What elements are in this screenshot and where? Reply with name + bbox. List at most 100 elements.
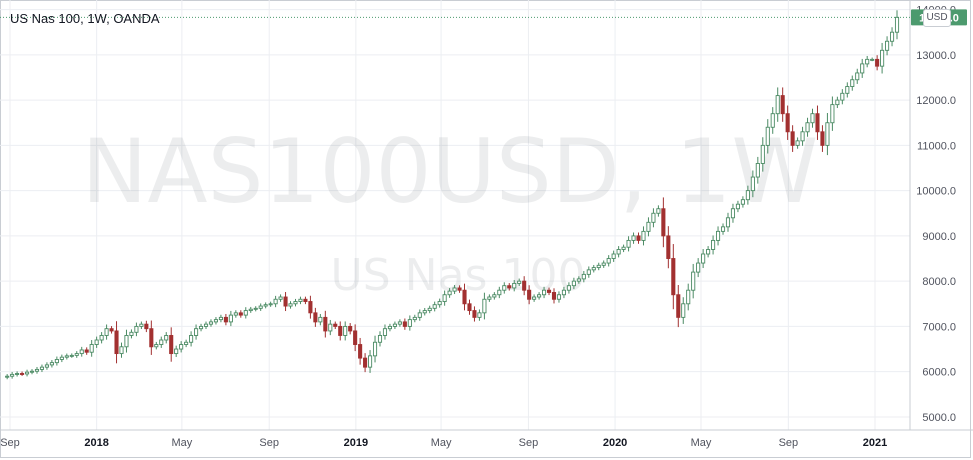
candle-body [213, 319, 219, 323]
candle-body [825, 122, 830, 146]
candle-body [417, 312, 422, 318]
candle-body [492, 294, 497, 298]
candle-body [427, 307, 432, 312]
candle-body [522, 280, 527, 291]
candle-body [596, 264, 601, 269]
candle-body [343, 325, 348, 336]
candle-body [149, 328, 154, 348]
candle-body [402, 321, 407, 327]
price-tick-label: 9000.0 [922, 231, 956, 243]
candle-body [830, 104, 835, 124]
candle-body [278, 296, 283, 300]
candle-body [10, 373, 15, 377]
candle-body [129, 331, 134, 336]
candle-body [353, 330, 358, 345]
candle-body [661, 208, 666, 237]
candle-body [611, 253, 616, 259]
candle-body [174, 348, 179, 355]
watermark-name: US Nas 100 [331, 250, 586, 301]
candle-body [198, 325, 204, 330]
time-tick-label: May [691, 437, 712, 449]
candle-body [532, 296, 537, 300]
candle-body [666, 235, 671, 259]
candle-body [20, 373, 25, 375]
candle-body [686, 289, 691, 305]
candle-body [512, 282, 517, 289]
candle-body [472, 310, 477, 318]
candle-body [581, 273, 586, 280]
candle-body [79, 349, 84, 355]
candle-body [576, 278, 581, 282]
candle-body [248, 308, 253, 312]
candle-body [189, 335, 194, 343]
candle-body [34, 368, 40, 372]
candle-body [497, 289, 502, 296]
candle-body [850, 79, 855, 87]
candle-body [745, 190, 750, 201]
candle-body [855, 72, 860, 81]
candle-body [815, 113, 820, 133]
candle-body [447, 290, 452, 296]
watermark-symbol: NAS100USD, 1W [82, 120, 819, 223]
candle-body [218, 316, 223, 321]
candle-body [179, 344, 184, 350]
candle-body [243, 310, 248, 316]
time-tick-label: Sep [0, 437, 20, 449]
candle-body [203, 323, 209, 327]
candle-body [626, 239, 631, 248]
candle-body [457, 287, 462, 291]
candle-body [318, 316, 323, 323]
candle-body [298, 298, 303, 302]
candle-body [765, 126, 770, 146]
candle-body [502, 285, 507, 291]
candle-body [194, 328, 199, 336]
candle-body [94, 339, 99, 345]
candle-body [835, 99, 840, 106]
candle-body [99, 335, 104, 341]
time-tick-label: May [171, 437, 192, 449]
candle-body [15, 373, 20, 375]
price-axis[interactable]: 5000.0 6000.0 7000.0 8000.0 9000.0 10000.0 110… [916, 5, 956, 424]
candle-body [169, 335, 174, 355]
candle-body [397, 321, 402, 325]
candle-body [616, 249, 621, 255]
candle-body [740, 199, 745, 205]
candle-body [601, 262, 606, 266]
candle-body [144, 323, 149, 330]
candle-body [606, 258, 611, 264]
candle-body [208, 321, 214, 325]
chart-title: US Nas 100, 1W, OANDA [10, 11, 160, 26]
currency-button[interactable]: USD [923, 9, 951, 27]
candle-body [442, 294, 447, 302]
candle-body [358, 344, 363, 359]
candle-body [238, 312, 243, 316]
candle-body [730, 208, 736, 219]
candle-body [591, 267, 596, 271]
candle-body [338, 325, 343, 336]
candle-body [288, 303, 293, 307]
candle-body [382, 328, 388, 336]
candle-body [412, 316, 417, 321]
candle-body [184, 341, 189, 345]
candle-body [74, 353, 79, 356]
candle-body [89, 344, 94, 353]
price-tick-label: 10000.0 [916, 186, 956, 198]
candle-body [656, 208, 661, 214]
candle-body [54, 359, 59, 364]
price-tick-label: 11000.0 [917, 140, 956, 152]
candle-body [820, 131, 825, 146]
candle-body [725, 217, 731, 228]
candle-body [860, 63, 865, 74]
candle-body [696, 262, 701, 273]
time-axis[interactable]: Sep 2018 May Sep 2019 May Sep 2020 May Sep 2021 [0, 437, 887, 449]
candle-body [870, 58, 875, 61]
price-tick-label: 12000.0 [916, 95, 956, 107]
candle-body [546, 289, 552, 293]
candle-body [467, 303, 472, 312]
candle-body [775, 95, 780, 115]
candle-body [556, 294, 562, 300]
candle-body [283, 296, 288, 307]
candle-body [631, 235, 636, 241]
